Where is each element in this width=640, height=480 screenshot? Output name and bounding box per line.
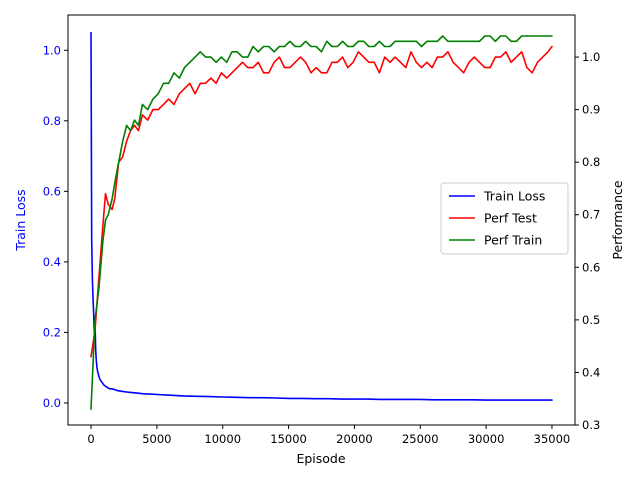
x-tick-label: 20000 bbox=[336, 432, 373, 446]
series-line-perf-test bbox=[90, 45, 553, 358]
legend-label: Perf Test bbox=[484, 211, 537, 226]
series-line-perf-train bbox=[90, 35, 553, 411]
y-axis-right: 0.3 0.4 0.5 0.6 0.7 0.8 0.9 1.0 bbox=[575, 50, 600, 432]
y-right-tick-label: 0.7 bbox=[582, 208, 600, 222]
x-tick-label: 35000 bbox=[534, 432, 571, 446]
y-right-tick-label: 0.4 bbox=[582, 365, 600, 379]
x-tick-label: 15000 bbox=[270, 432, 307, 446]
y-right-tick-label: 0.5 bbox=[582, 313, 600, 327]
x-tick-label: 10000 bbox=[204, 432, 241, 446]
y-left-tick-label: 0.4 bbox=[43, 255, 61, 269]
y-right-tick-label: 1.0 bbox=[582, 50, 600, 64]
y-left-tick-label: 0.2 bbox=[43, 325, 61, 339]
y-left-tick-label: 0.0 bbox=[43, 396, 61, 410]
y-axis-right-title: Performance bbox=[610, 180, 625, 260]
x-tick-label: 25000 bbox=[402, 432, 439, 446]
y-right-tick-label: 0.9 bbox=[582, 103, 600, 117]
x-tick-label: 30000 bbox=[468, 432, 505, 446]
x-tick-label: 0 bbox=[87, 432, 94, 446]
legend-box bbox=[440, 182, 569, 255]
y-right-tick-label: 0.3 bbox=[582, 418, 600, 432]
y-right-tick-label: 0.6 bbox=[582, 260, 600, 274]
y-left-tick-label: 1.0 bbox=[43, 43, 61, 57]
y-left-tick-label: 0.6 bbox=[43, 184, 61, 198]
y-axis-left: 0.0 0.2 0.4 0.6 0.8 1.0 bbox=[43, 43, 68, 410]
legend: Train Loss Perf Test Perf Train bbox=[440, 182, 569, 255]
series-line-train-loss bbox=[90, 31, 553, 401]
plot-frame bbox=[67, 14, 576, 426]
x-tick-label: 5000 bbox=[142, 432, 171, 446]
x-axis: 0 5000 10000 15000 20000 25000 30000 35000 bbox=[87, 425, 570, 446]
y-axis-left-title: Train Loss bbox=[13, 189, 28, 251]
legend-label: Train Loss bbox=[483, 189, 545, 204]
legend-label: Perf Train bbox=[484, 233, 542, 248]
y-left-tick-label: 0.8 bbox=[43, 114, 61, 128]
y-right-tick-label: 0.8 bbox=[582, 155, 600, 169]
x-axis-title: Episode bbox=[296, 451, 345, 466]
series-layer bbox=[90, 31, 553, 411]
